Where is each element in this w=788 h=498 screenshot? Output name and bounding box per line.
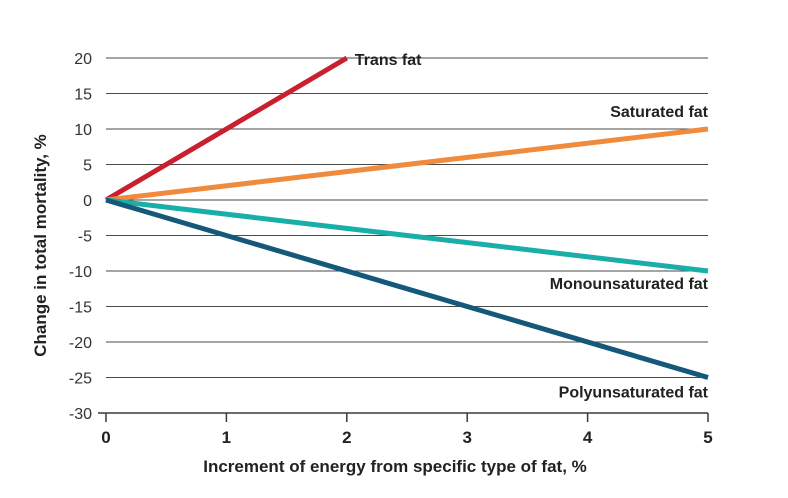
polyunsaturated-fat-line — [105, 197, 709, 380]
y-tick-label: -15 — [69, 300, 92, 317]
x-tick-label: 1 — [222, 428, 231, 447]
x-tick-label: 2 — [342, 428, 351, 447]
y-tick-labels: 20 15 10 5 0 -5 -10 -15 -20 -25 -30 — [69, 51, 92, 423]
y-tick-label: 10 — [74, 122, 92, 139]
x-axis-label: Increment of energy from specific type o… — [203, 457, 587, 476]
y-tick-label: 20 — [74, 51, 92, 68]
y-tick-label: 0 — [83, 193, 92, 210]
y-axis-label: Change in total mortality, % — [31, 134, 50, 357]
y-tick-label: 5 — [83, 158, 92, 175]
trans-fat-line — [104, 55, 349, 203]
x-tick-label: 3 — [462, 428, 471, 447]
y-tick-label: -10 — [69, 264, 92, 281]
y-tick-label: -30 — [69, 406, 92, 423]
x-tick-label: 5 — [703, 428, 712, 447]
series-labels: Trans fat Saturated fat Monounsaturated fa… — [355, 52, 709, 402]
y-tick-label: -5 — [78, 229, 92, 246]
polyunsaturated-fat-label: Polyunsaturated fat — [559, 385, 709, 402]
y-tick-label: -25 — [69, 371, 92, 388]
monounsaturated-fat-label: Monounsaturated fat — [550, 276, 709, 293]
x-tick-label: 4 — [583, 428, 593, 447]
series-lines — [104, 55, 709, 380]
x-tick-label: 0 — [101, 428, 110, 447]
saturated-fat-label: Saturated fat — [610, 104, 708, 121]
trans-fat-label: Trans fat — [355, 52, 422, 69]
monounsaturated-fat-line — [105, 197, 709, 274]
x-tick-labels: 0 1 2 3 4 5 — [101, 428, 712, 447]
saturated-fat-line — [105, 126, 709, 203]
y-tick-label: -20 — [69, 335, 92, 352]
x-axis — [98, 412, 709, 422]
y-tick-label: 15 — [74, 87, 92, 104]
